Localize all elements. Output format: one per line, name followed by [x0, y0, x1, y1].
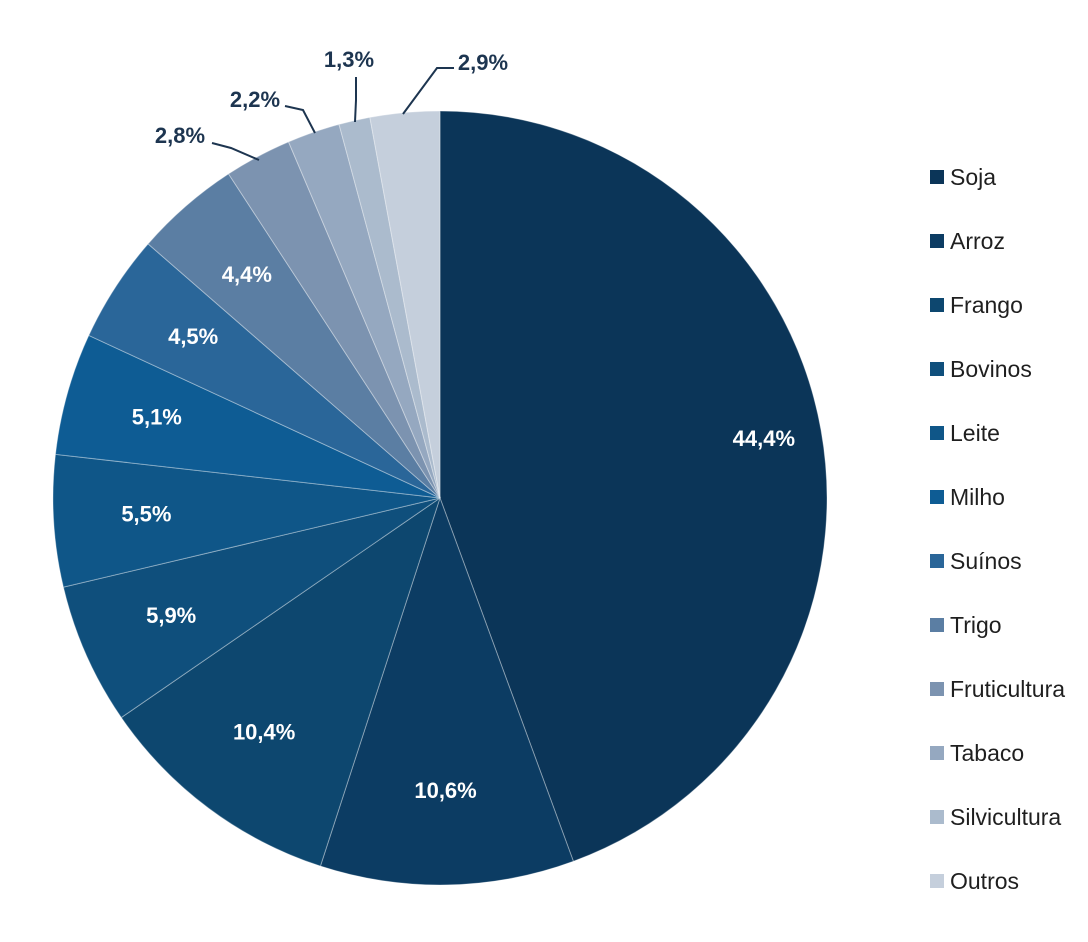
legend-swatch-tabaco: [930, 746, 944, 760]
legend-swatch-leite: [930, 426, 944, 440]
legend-label-outros: Outros: [950, 867, 1020, 894]
legend-label-soja: Soja: [950, 163, 997, 190]
data-label-milho: 5,1%: [132, 404, 182, 429]
legend-swatch-bovinos: [930, 362, 944, 376]
leader-line-silvicultura: [354, 77, 357, 123]
legend-swatch-outros: [930, 874, 944, 888]
pie-slice-leite: [52, 453, 441, 588]
data-label-bovinos: 5,9%: [146, 603, 196, 628]
legend-label-silvicultura: Silvicultura: [950, 803, 1062, 830]
legend-label-milho: Milho: [950, 483, 1005, 510]
legend-label-fruticultura: Fruticultura: [950, 675, 1066, 702]
legend-swatch-fruticultura: [930, 682, 944, 696]
legend-item-outros: Outros: [930, 849, 1065, 913]
legend-item-tabaco: Tabaco: [930, 721, 1065, 785]
legend-label-frango: Frango: [950, 291, 1023, 318]
pie-slice-suinos: [88, 243, 441, 499]
data-label-leite: 5,5%: [121, 501, 171, 526]
legend-label-tabaco: Tabaco: [950, 739, 1025, 766]
data-label-arroz: 10,6%: [414, 778, 476, 803]
pie-slice-trigo: [147, 173, 441, 499]
legend-item-soja: Soja: [930, 145, 1065, 209]
pie-slice-soja: [439, 110, 828, 862]
data-label-silvicultura: 1,3%: [324, 47, 374, 72]
legend-item-silvicultura: Silvicultura: [930, 785, 1065, 849]
legend-item-suinos: Suínos: [930, 529, 1065, 593]
legend-item-leite: Leite: [930, 401, 1065, 465]
legend: Soja Arroz Frango Bovinos Leite Milho Suínos Tr…: [930, 145, 1065, 913]
legend-item-frango: Frango: [930, 273, 1065, 337]
legend-swatch-trigo: [930, 618, 944, 632]
data-label-suinos: 4,5%: [168, 324, 218, 349]
pie-slice-milho: [54, 334, 441, 499]
leader-line-outros: [402, 67, 454, 115]
data-label-trigo: 4,4%: [222, 262, 272, 287]
legend-label-bovinos: Bovinos: [950, 355, 1032, 382]
leader-line-tabaco: [284, 105, 316, 134]
legend-swatch-arroz: [930, 234, 944, 248]
pie-slice-bovinos: [62, 497, 441, 719]
legend-swatch-milho: [930, 490, 944, 504]
legend-item-milho: Milho: [930, 465, 1065, 529]
pie-slice-fruticultura: [227, 141, 441, 499]
leader-line-fruticultura: [211, 142, 260, 161]
legend-item-trigo: Trigo: [930, 593, 1065, 657]
legend-item-arroz: Arroz: [930, 209, 1065, 273]
pie-slice-arroz: [319, 496, 575, 886]
pie-chart-svg: 44,4% 10,6% 10,4% 5,9% 5,5% 5,1% 4,5% 4,4% 2,8% 2…: [52, 47, 828, 886]
legend-swatch-silvicultura: [930, 810, 944, 824]
legend-label-leite: Leite: [950, 419, 1000, 446]
legend-swatch-soja: [930, 170, 944, 184]
legend-label-trigo: Trigo: [950, 611, 1002, 638]
pie-slice-frango: [120, 496, 441, 867]
legend-item-fruticultura: Fruticultura: [930, 657, 1065, 721]
legend-item-bovinos: Bovinos: [930, 337, 1065, 401]
data-label-outros: 2,9%: [458, 50, 508, 75]
data-label-frango: 10,4%: [233, 720, 295, 745]
legend-label-arroz: Arroz: [950, 227, 1005, 254]
legend-swatch-frango: [930, 298, 944, 312]
data-label-tabaco: 2,2%: [230, 87, 280, 112]
legend-swatch-suinos: [930, 554, 944, 568]
legend-label-suinos: Suínos: [950, 547, 1022, 574]
data-label-fruticultura: 2,8%: [155, 123, 205, 148]
data-label-soja: 44,4%: [733, 426, 795, 451]
